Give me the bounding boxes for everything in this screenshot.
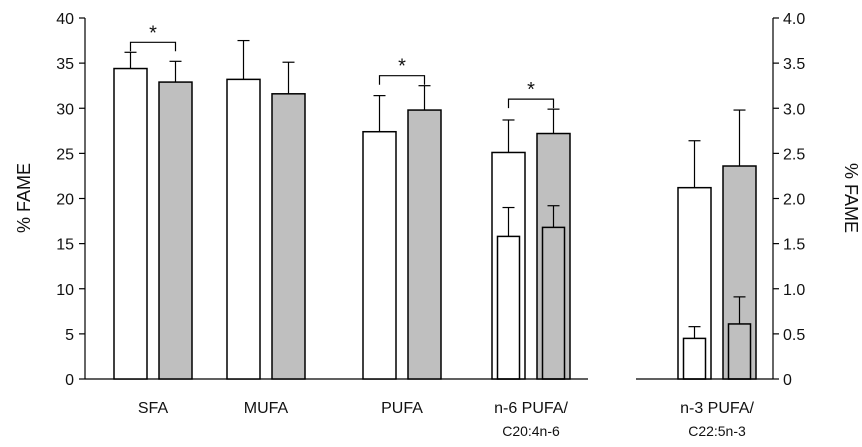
x-category-label: n-3 PUFA/ [680,400,754,417]
significance-bracket [378,75,426,85]
y-tick-label-left: 10 [56,282,74,299]
bar [407,109,442,380]
y-tick-label-right: 4.0 [783,11,805,28]
x-category-label: MUFA [244,400,289,417]
x-category-sublabel: C22:5n-3 [688,423,746,439]
y-axis-title-left: % FAME [14,163,34,233]
y-tick-label-right: 2.0 [783,192,805,209]
bar [226,78,261,380]
bar [271,93,306,380]
y-tick-label-right: 2.5 [783,146,805,163]
labels: SFA MUFA PUFA n-6 PUFA/C20:4n-6 n-3 PUFA/C22… [138,400,755,439]
x-category-sublabel: C20:4n-6 [502,423,560,439]
y-tick-label-left: 25 [56,146,74,163]
y-tick-label-right: 1.0 [783,282,805,299]
bar [113,67,148,380]
x-category-label: n-6 PUFA/ [494,400,568,417]
x-category-label: SFA [138,400,169,417]
significance-star: * [527,79,535,101]
significance-star: * [149,22,157,44]
y-tick-label-right: 0.5 [783,327,805,344]
significance-star: * [398,56,406,78]
y-tick-label-left: 30 [56,101,74,118]
y-tick-label-left: 0 [65,372,74,389]
x-category-label: PUFA [381,400,423,417]
y-tick-label-left: 40 [56,11,74,28]
y-tick-label-right: 3.0 [783,101,805,118]
significance-bracket [507,98,555,109]
significance-bracket [129,41,177,52]
y-tick-label-left: 5 [65,327,74,344]
y-tick-label-right: 3.5 [783,56,805,73]
bars [113,67,757,380]
y-tick-label-right: 1.5 [783,237,805,254]
bar [362,130,397,380]
significance-markers: * * * [129,22,555,109]
y-tick-label-left: 20 [56,192,74,209]
error-bars [124,39,746,339]
bar [158,81,193,380]
axes: 0 5 10 15 20 25 30 35 40 0 0.5 1.0 1.5 2.0 2.5 3.0 3.5 4.… [56,11,805,389]
y-tick-label-left: 35 [56,56,74,73]
y-tick-label-right: 0 [783,372,792,389]
y-tick-label-left: 15 [56,237,74,254]
y-axis-title-right: % FAME [841,163,861,233]
